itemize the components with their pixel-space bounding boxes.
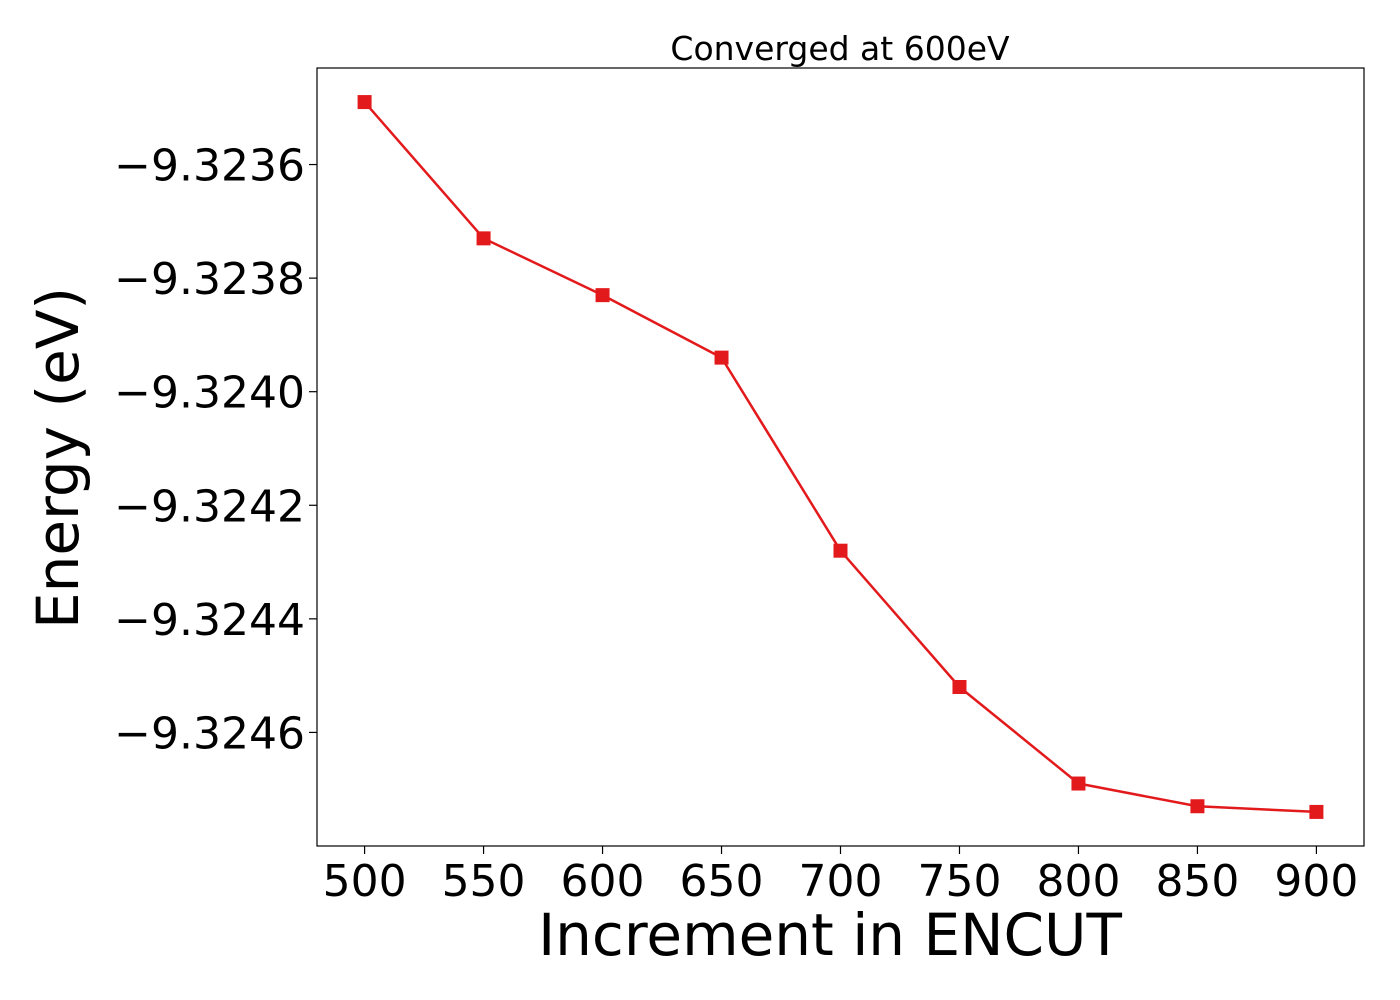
x-axis-label: Increment in ENCUT bbox=[538, 901, 1122, 969]
y-tick-label: −9.3242 bbox=[114, 481, 305, 532]
x-tick-label: 650 bbox=[680, 856, 764, 907]
x-tick-label: 800 bbox=[1036, 856, 1120, 907]
data-point-marker bbox=[476, 231, 491, 246]
data-point-marker bbox=[952, 679, 967, 694]
data-point-marker bbox=[1309, 804, 1324, 819]
x-tick-label: 750 bbox=[917, 856, 1001, 907]
x-tick-label: 700 bbox=[799, 856, 883, 907]
y-tick-label: −9.3246 bbox=[114, 708, 305, 759]
y-tick-label: −9.3240 bbox=[114, 368, 305, 419]
y-axis-label: Energy (eV) bbox=[24, 287, 92, 629]
x-tick-label: 850 bbox=[1155, 856, 1239, 907]
data-point-marker bbox=[1071, 776, 1086, 791]
series-layer bbox=[357, 95, 1324, 819]
chart-title: Converged at 600eV bbox=[670, 29, 1010, 68]
x-tick-label: 550 bbox=[442, 856, 526, 907]
data-point-marker bbox=[595, 288, 610, 303]
ticks-layer: 500 550 600 650 700 750 800 850 900 −9.3236 −9.323… bbox=[114, 141, 1358, 907]
x-tick-label: 900 bbox=[1274, 856, 1358, 907]
data-point-marker bbox=[833, 543, 848, 558]
y-tick-label: −9.3244 bbox=[114, 595, 305, 646]
data-point-marker bbox=[714, 350, 729, 365]
x-tick-label: 600 bbox=[561, 856, 645, 907]
plot-area-frame bbox=[316, 67, 1365, 847]
data-point-marker bbox=[1190, 799, 1205, 814]
x-tick-label: 500 bbox=[323, 856, 407, 907]
y-tick-label: −9.3238 bbox=[114, 254, 305, 305]
data-point-marker bbox=[357, 95, 372, 110]
y-tick-label: −9.3236 bbox=[114, 141, 305, 192]
